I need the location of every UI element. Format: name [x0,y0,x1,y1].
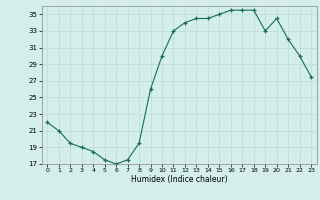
X-axis label: Humidex (Indice chaleur): Humidex (Indice chaleur) [131,175,228,184]
